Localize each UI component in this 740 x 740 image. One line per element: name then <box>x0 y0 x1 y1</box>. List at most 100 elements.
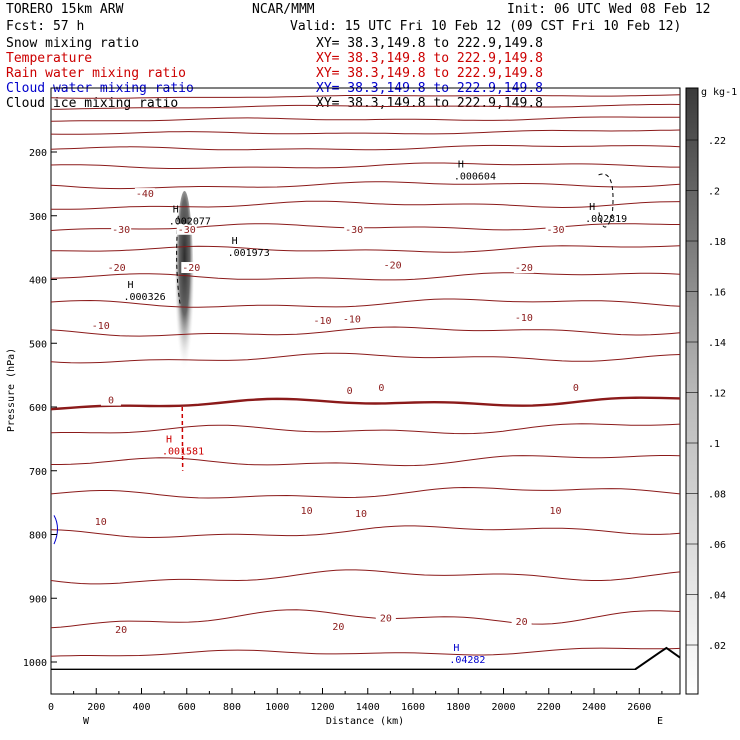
isotherm-line <box>51 326 680 337</box>
isotherm-label-bg <box>100 394 121 406</box>
valid-time: Valid: 15 UTC Fri 10 Feb 12 (09 CST Fri … <box>290 19 681 34</box>
maximum-marker: H <box>232 236 238 247</box>
colorbar-label: .02 <box>708 641 726 652</box>
x-tick-label: 600 <box>178 702 196 713</box>
maximum-value: .04282 <box>449 655 485 666</box>
isotherm-label-bg <box>545 223 566 235</box>
isotherm-label-bg <box>350 508 371 520</box>
isotherm-line <box>51 94 680 99</box>
isotherm-line <box>51 181 680 190</box>
isotherm-label-bg <box>111 624 132 636</box>
isotherm-label: 20 <box>115 625 127 636</box>
x-tick-label: 1000 <box>265 702 289 713</box>
x-tick-label: 800 <box>223 702 241 713</box>
terrain-line <box>51 646 680 670</box>
colorbar-label: .06 <box>708 540 726 551</box>
colorbar-label: .22 <box>708 136 726 147</box>
isotherm-line <box>51 103 680 110</box>
isotherm-label-bg <box>565 381 586 393</box>
x-tick-label: 1600 <box>401 702 425 713</box>
isotherm-line <box>51 352 680 364</box>
legend-snow-xy: XY= 38.3,149.8 to 222.9,149.8 <box>316 36 543 51</box>
isotherm-line <box>51 525 680 539</box>
label-layer: -40 -30 -30 -30 -30 -20 -20 -20 -20 -10 -10 -10 -10 0… <box>90 160 627 666</box>
isotherm-label: -20 <box>384 260 402 271</box>
isotherm-label-bg <box>339 385 360 397</box>
isotherm-label: -10 <box>313 316 331 327</box>
legend-rain-xy: XY= 38.3,149.8 to 222.9,149.8 <box>316 66 543 81</box>
maximum-value: .001973 <box>228 248 270 259</box>
isotherm-label: 10 <box>550 506 562 517</box>
maximum-value: .000604 <box>454 172 496 183</box>
init-time: Init: 06 UTC Wed 08 Feb 12 <box>507 2 711 17</box>
y-axis-title: Pressure (hPa) <box>6 348 17 432</box>
isotherm-label: -20 <box>182 263 200 274</box>
isotherm-label: 20 <box>516 617 528 628</box>
y-tick-label: 600 <box>29 403 47 414</box>
colorbar-label: .18 <box>708 237 726 248</box>
isotherm-line <box>51 129 680 135</box>
y-tick-label: 500 <box>29 339 47 350</box>
x-tick-label: 1200 <box>310 702 334 713</box>
x-tick-label: 2200 <box>537 702 561 713</box>
isotherm-line <box>51 423 680 435</box>
isotherm-label: 0 <box>573 383 579 394</box>
isotherm-label: -10 <box>343 315 361 326</box>
legend-temperature-xy: XY= 38.3,149.8 to 222.9,149.8 <box>316 51 543 66</box>
axes: 0 200 400 600 800 1000 1200 1400 1600 1800 2000 220… <box>6 148 663 727</box>
snow-mixing-shading <box>175 190 194 381</box>
field-legend: Snow mixing ratio XY= 38.3,149.8 to 222.… <box>6 36 543 111</box>
isotherm-line <box>51 200 680 210</box>
colorbar-label: .16 <box>708 288 726 299</box>
y-tick-label: 200 <box>29 148 47 159</box>
isotherm-label: 20 <box>332 622 344 633</box>
isotherm-label: 0 <box>108 396 114 407</box>
y-tick-label: 300 <box>29 212 47 223</box>
isotherm-label: 0 <box>347 386 353 397</box>
maximum-marker: H <box>173 204 179 215</box>
colorbar-label: .1 <box>708 439 720 450</box>
isotherm-label-bg <box>513 311 534 323</box>
isotherm-line <box>51 223 680 231</box>
model-title: TORERO 15km ARW <box>6 2 124 17</box>
x-tick-label: 200 <box>87 702 105 713</box>
x-tick-label: 1800 <box>446 702 470 713</box>
isotherm-label: -20 <box>515 263 533 274</box>
isotherm-label-bg <box>181 262 202 274</box>
colorbar-ramp <box>685 87 699 695</box>
isotherm-line <box>51 486 680 499</box>
isotherm-line <box>51 272 680 281</box>
legend-snow: Snow mixing ratio <box>6 36 139 51</box>
colorbar-label: .08 <box>708 490 726 501</box>
isotherm-line <box>51 245 680 253</box>
plot-area <box>51 94 680 670</box>
x-tick-label: 400 <box>132 702 150 713</box>
maximum-value: .001581 <box>162 446 204 457</box>
y-tick-label: 800 <box>29 531 47 542</box>
isotherm-label: 10 <box>301 506 313 517</box>
maximum-value: .002077 <box>169 216 211 227</box>
isotherm-label-bg <box>382 259 403 271</box>
isotherm-line <box>51 396 680 411</box>
isotherm-line <box>51 609 680 629</box>
isotherm-label: -10 <box>92 321 110 332</box>
maximum-value: .000326 <box>124 292 166 303</box>
x-tick-label: 2000 <box>491 702 515 713</box>
y-tick-label: 400 <box>29 276 47 287</box>
isotherm-label-bg <box>328 620 349 632</box>
y-tick-label: 700 <box>29 467 47 478</box>
plot-frame <box>50 87 681 695</box>
org-title: NCAR/MMM <box>252 2 315 17</box>
isotherm-label: 10 <box>95 517 107 528</box>
isotherm-label-bg <box>106 262 127 274</box>
isotherm-label: 20 <box>380 614 392 625</box>
x-axis-title: Distance (km) <box>326 716 404 727</box>
isotherm-label: 10 <box>355 509 367 520</box>
isotherm-label-bg <box>176 223 197 235</box>
isotherm-label: -30 <box>547 225 565 236</box>
isotherm-label: -30 <box>345 225 363 236</box>
colorbar-label: .2 <box>708 187 720 198</box>
x-tick-label: 0 <box>48 702 54 713</box>
isotherm-label: -30 <box>112 225 130 236</box>
